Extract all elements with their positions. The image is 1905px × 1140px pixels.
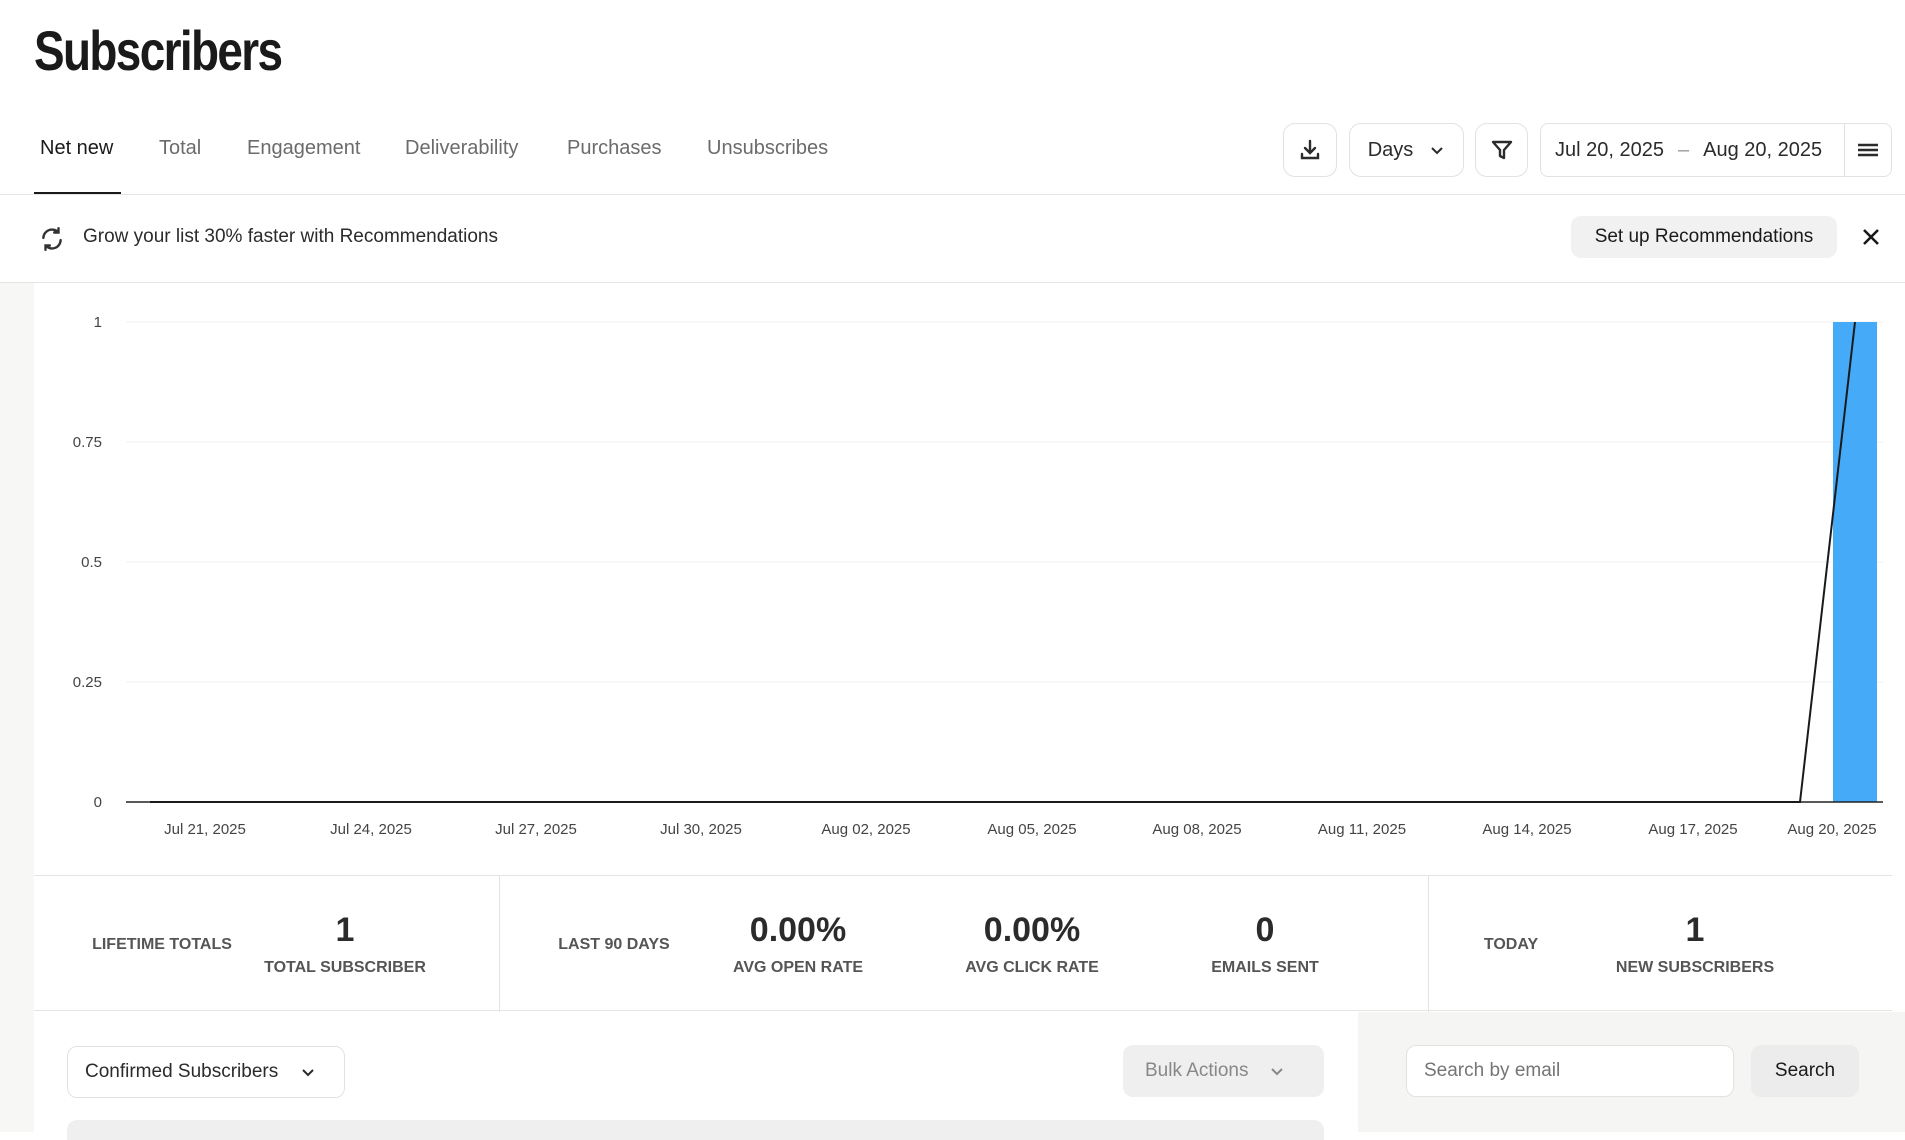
y-tick-label: 1 [94,314,102,331]
chart-svg: 0 0.25 0.5 0.75 1 Jul 21, 2025 Jul 24, 2025 Jul… [73,314,1883,838]
banner-divider [0,282,1905,283]
download-button[interactable] [1283,123,1337,177]
chevron-down-icon [302,1069,314,1077]
x-tick-label: Aug 17, 2025 [1648,821,1737,838]
date-range-picker[interactable]: Jul 20, 2025 – Aug 20, 2025 [1540,123,1892,177]
lifetime-label: LIFETIME TOTALS [92,936,232,953]
date-divider [1844,124,1845,176]
x-tick-label: Aug 02, 2025 [821,821,910,838]
download-icon [1300,139,1320,160]
new-subscribers-label: NEW SUBSCRIBERS [1615,959,1775,976]
bar [1833,322,1877,802]
close-icon[interactable] [1862,228,1880,246]
x-tick-label: Jul 27, 2025 [495,821,577,838]
left-margin [0,283,34,1132]
net-new-chart: 0 0.25 0.5 0.75 1 Jul 21, 2025 Jul 24, 2025 Jul… [34,283,1892,875]
chevron-down-icon [1270,1068,1283,1076]
bulk-actions-button[interactable]: Bulk Actions [1123,1045,1324,1097]
avg-open-rate-label: AVG OPEN RATE [732,959,864,976]
table-header [67,1120,1324,1140]
date-start[interactable]: Jul 20, 2025 [1555,138,1664,161]
tab-total[interactable]: Total [159,137,202,159]
x-tick-label: Jul 24, 2025 [330,821,412,838]
emails-sent-value: 0 [1255,911,1275,949]
page-title: Subscribers [34,19,283,82]
date-end[interactable]: Aug 20, 2025 [1703,138,1823,161]
avg-open-rate-value: 0.00% [749,911,847,949]
setup-recommendations-button[interactable]: Set up Recommendations [1571,216,1837,258]
tab-net-new[interactable]: Net new [40,137,114,159]
date-separator: – [1677,138,1690,161]
tab-engagement[interactable]: Engagement [247,137,361,159]
avg-click-rate-value: 0.00% [983,911,1081,949]
interval-select[interactable]: Days [1349,123,1464,177]
emails-sent-label: EMAILS SENT [1211,959,1319,976]
tab-purchases[interactable]: Purchases [567,137,662,159]
subscriber-status-select[interactable]: Confirmed Subscribers [67,1046,345,1098]
tab-deliverability[interactable]: Deliverability [405,137,519,159]
new-subscribers-value: 1 [1685,911,1705,949]
bulk-actions-label: Bulk Actions [1145,1060,1249,1081]
refresh-icon [42,226,62,252]
banner-text: Grow your list 30% faster with Recommend… [83,226,498,247]
total-subscriber-value: 1 [335,911,355,949]
x-tick-label: Aug 08, 2025 [1152,821,1241,838]
x-tick-label: Aug 14, 2025 [1482,821,1571,838]
last90-label: LAST 90 DAYS [558,936,670,953]
avg-click-rate-label: AVG CLICK RATE [965,959,1099,976]
x-tick-label: Jul 21, 2025 [164,821,246,838]
search-button[interactable]: Search [1751,1045,1859,1097]
chevron-down-icon [1431,147,1443,155]
interval-value: Days [1367,138,1414,161]
subscriber-status-value: Confirmed Subscribers [85,1061,279,1082]
tab-divider [0,194,1905,195]
total-subscriber-label: TOTAL SUBSCRIBER [264,959,426,976]
stats-divider [499,876,500,1012]
menu-icon[interactable] [1857,139,1879,161]
series-line [150,321,1856,803]
y-tick-label: 0 [94,794,102,811]
x-tick-label: Jul 30, 2025 [660,821,742,838]
filter-icon [1491,140,1512,160]
y-tick-label: 0.75 [73,434,102,451]
stats-divider [1428,876,1429,1012]
search-email-input[interactable] [1406,1045,1734,1097]
x-tick-label: Aug 05, 2025 [987,821,1076,838]
filter-button[interactable] [1475,123,1528,177]
stats-row: LIFETIME TOTALS 1 TOTAL SUBSCRIBER LAST … [34,875,1892,1012]
y-tick-label: 0.25 [73,674,102,691]
x-tick-label: Aug 11, 2025 [1318,821,1406,838]
y-tick-label: 0.5 [81,554,102,571]
today-label: TODAY [1483,936,1539,953]
tab-unsubscribes[interactable]: Unsubscribes [707,137,829,159]
x-tick-label: Aug 20, 2025 [1787,821,1876,838]
active-tab-indicator [34,192,121,194]
